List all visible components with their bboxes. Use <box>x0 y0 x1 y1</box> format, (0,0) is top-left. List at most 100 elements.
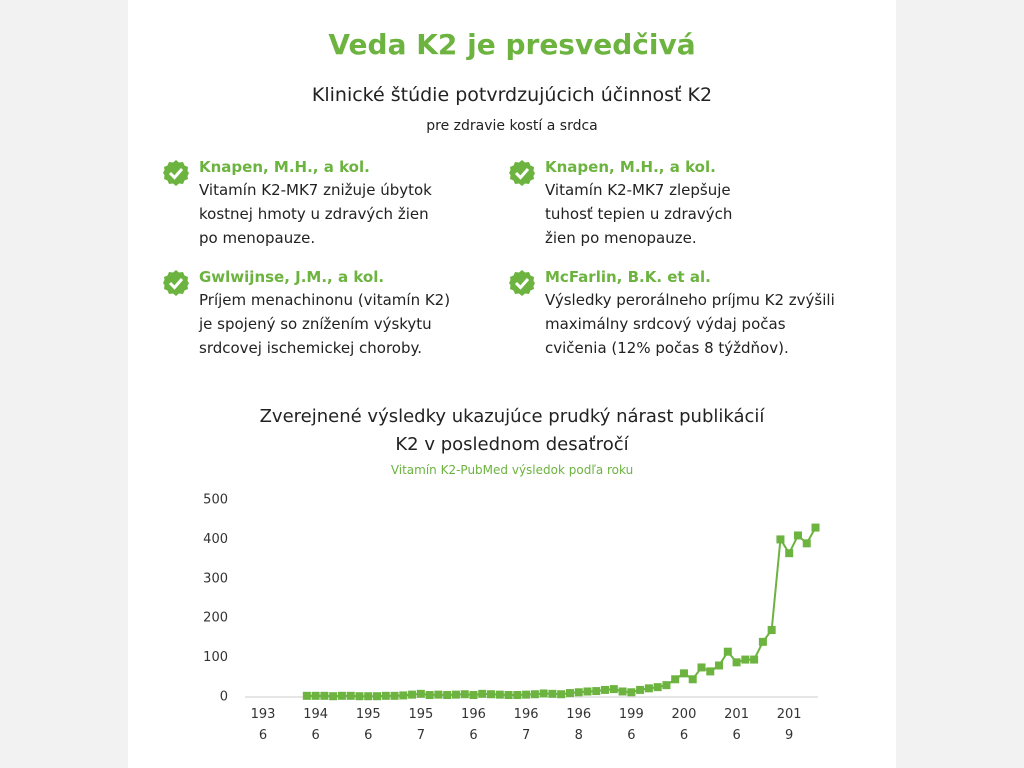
data-point <box>302 691 311 700</box>
check-icon <box>509 160 535 186</box>
data-point <box>504 691 513 700</box>
data-point <box>618 687 627 696</box>
y-tick-label: 300 <box>203 571 228 586</box>
data-point <box>364 692 373 701</box>
data-point <box>451 690 460 699</box>
study-author: Knapen, M.H., a kol. <box>545 158 716 176</box>
study-line: Výsledky perorálneho príjmu K2 zvýšili <box>545 291 835 309</box>
data-point <box>329 692 338 701</box>
title: Veda K2 je presvedčivá <box>328 28 696 61</box>
chart-title-line: Zverejnené výsledky ukazujúce prudký nár… <box>259 406 765 427</box>
data-point <box>443 691 452 700</box>
chart-title: Zverejnené výsledky ukazujúce prudký nár… <box>128 403 896 459</box>
study-author: McFarlin, B.K. et al. <box>545 268 711 286</box>
data-point <box>653 683 662 692</box>
panel <box>128 0 896 768</box>
study-line: Príjem menachinonu (vitamín K2) <box>199 291 451 309</box>
data-point <box>802 539 811 548</box>
data-point <box>390 691 399 700</box>
data-point <box>644 684 653 693</box>
data-point <box>793 531 802 540</box>
data-point <box>583 687 592 696</box>
x-tick-label: 1966 <box>461 707 486 743</box>
data-point <box>715 661 724 670</box>
data-point <box>416 689 425 698</box>
data-point <box>530 690 539 699</box>
data-point <box>688 675 697 684</box>
data-point <box>776 535 785 544</box>
data-point <box>425 691 434 700</box>
study-line: tuhosť tepien u zdravých <box>545 205 733 223</box>
data-point <box>565 689 574 698</box>
data-point <box>741 655 750 664</box>
data-point <box>697 663 706 672</box>
data-point <box>732 658 741 667</box>
x-tick-label: 1956 <box>355 707 381 743</box>
x-tick-label: 1936 <box>250 707 276 743</box>
study-line: maximálny srdcový výdaj počas <box>545 315 786 333</box>
data-point <box>750 655 759 664</box>
data-point <box>592 687 601 696</box>
data-point <box>557 690 566 699</box>
x-tick-label: 2006 <box>671 707 697 743</box>
data-point <box>627 688 636 697</box>
data-point <box>346 691 355 700</box>
check-icon <box>163 270 189 296</box>
data-point <box>355 692 364 701</box>
data-point <box>679 669 688 678</box>
data-point <box>320 691 329 700</box>
y-tick-label: 400 <box>203 532 228 547</box>
data-point <box>373 692 382 701</box>
x-tick-label: 1967 <box>513 707 539 743</box>
data-point <box>460 690 469 699</box>
study-line: je spojený so znížením výskytu <box>199 315 432 333</box>
data-point <box>408 690 417 699</box>
data-line <box>306 527 817 698</box>
check-icon <box>509 270 535 296</box>
study-line: kostnej hmoty u zdravých žien <box>199 205 429 223</box>
data-point <box>758 637 767 646</box>
note: pre zdravie kostí a srdca <box>426 118 598 134</box>
data-point <box>811 523 820 532</box>
check-icon <box>163 160 189 186</box>
data-point <box>478 689 487 698</box>
chart-title-line: K2 v poslednom desaťročí <box>395 434 629 455</box>
x-tick-label: 2016 <box>724 707 749 743</box>
data-point <box>434 690 443 699</box>
study-line: Vitamín K2-MK7 znižuje úbytok <box>199 181 432 199</box>
x-tick-label: 1968 <box>566 707 592 743</box>
data-point <box>706 667 715 676</box>
data-point <box>662 681 671 690</box>
data-point <box>513 691 522 700</box>
data-point <box>548 689 557 698</box>
subtitle: Klinické štúdie potvrdzujúcich účinnosť … <box>311 84 713 106</box>
y-tick-label: 200 <box>203 611 228 626</box>
study-line: cvičenia (12% počas 8 týždňov). <box>545 339 789 357</box>
x-tick-label: 1946 <box>303 707 329 743</box>
study-author: Knapen, M.H., a kol. <box>199 158 370 176</box>
study-line: srdcovej ischemickej choroby. <box>199 339 422 357</box>
data-point <box>311 691 320 700</box>
x-tick-label: 1996 <box>618 707 644 743</box>
study-line: po menopauze. <box>199 229 316 247</box>
data-point <box>767 626 776 635</box>
data-point <box>723 647 732 656</box>
study-line: žien po menopauze. <box>545 229 697 247</box>
data-point <box>539 689 548 698</box>
data-point <box>574 688 583 697</box>
x-tick-label: 2019 <box>776 707 802 743</box>
y-tick-label: 0 <box>220 690 228 705</box>
data-point <box>469 691 478 700</box>
data-point <box>487 690 496 699</box>
y-tick-label: 500 <box>203 493 228 508</box>
data-point <box>609 685 618 694</box>
x-tick-label: 1957 <box>408 707 434 743</box>
y-tick-label: 100 <box>203 650 228 665</box>
data-point <box>399 691 408 700</box>
study-line: Vitamín K2-MK7 zlepšuje <box>545 181 731 199</box>
data-point <box>381 691 390 700</box>
data-point <box>601 685 610 694</box>
data-point <box>337 691 346 700</box>
